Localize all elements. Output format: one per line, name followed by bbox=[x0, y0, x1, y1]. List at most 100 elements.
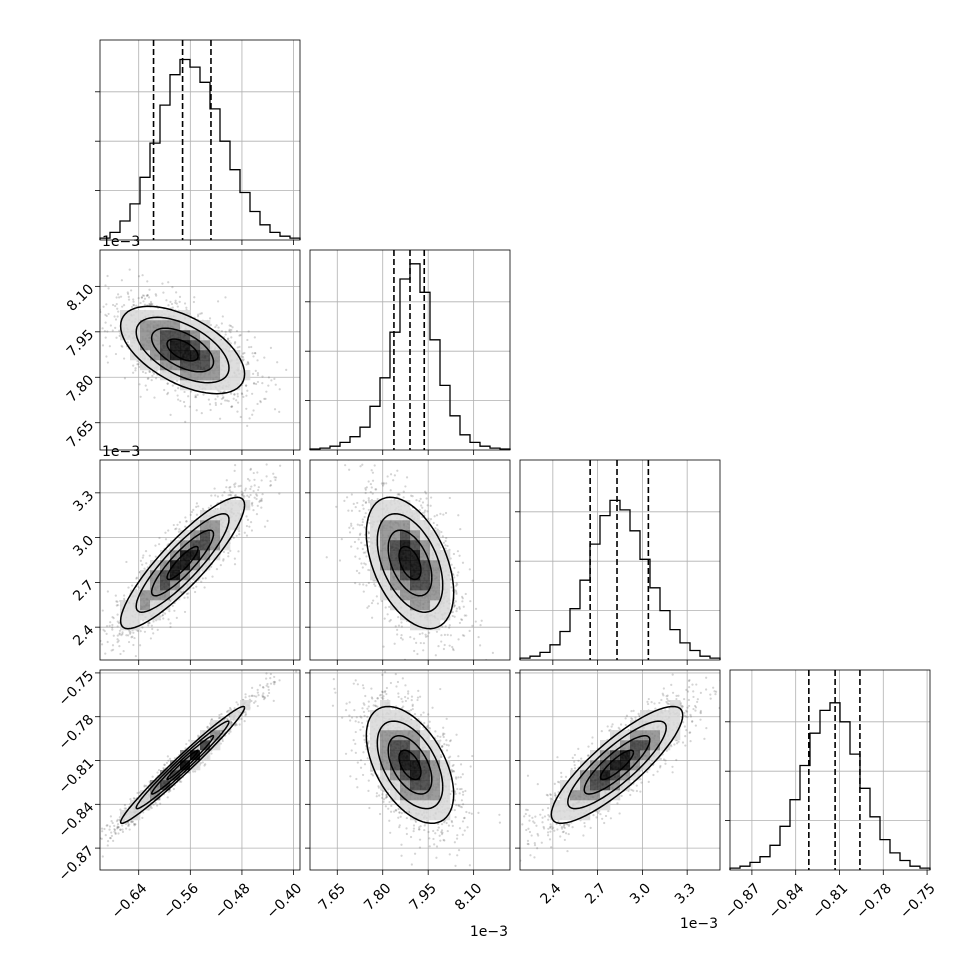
sample-point bbox=[115, 296, 118, 299]
density-bin bbox=[170, 370, 181, 381]
sample-point bbox=[362, 499, 365, 502]
sample-point bbox=[235, 534, 238, 537]
sample-point bbox=[452, 648, 455, 652]
sample-point bbox=[183, 610, 187, 614]
sample-point bbox=[370, 486, 373, 489]
sample-point bbox=[464, 592, 467, 596]
sample-point bbox=[444, 625, 447, 628]
sample-point bbox=[252, 372, 255, 375]
sample-point bbox=[195, 502, 199, 505]
density-bin bbox=[210, 550, 221, 561]
sample-point bbox=[361, 504, 364, 507]
density-bin bbox=[420, 560, 431, 571]
sample-point bbox=[397, 616, 400, 619]
density-bin bbox=[180, 550, 191, 561]
sample-point bbox=[227, 337, 230, 340]
sample-point bbox=[130, 289, 133, 292]
density-bin bbox=[370, 540, 381, 551]
sample-point bbox=[139, 559, 142, 562]
sample-point bbox=[443, 643, 446, 647]
density-bin bbox=[130, 610, 141, 621]
sample-point bbox=[367, 605, 370, 608]
sample-point bbox=[194, 395, 197, 399]
sample-point bbox=[249, 468, 252, 471]
sample-point bbox=[144, 384, 147, 387]
sample-point bbox=[148, 303, 151, 306]
sample-point bbox=[133, 824, 136, 827]
sample-point bbox=[400, 634, 403, 637]
density-bin bbox=[390, 600, 401, 611]
sample-point bbox=[229, 491, 232, 494]
sample-point bbox=[273, 377, 276, 381]
sample-point bbox=[149, 302, 153, 305]
sample-point bbox=[455, 592, 458, 596]
sample-point bbox=[254, 352, 257, 355]
sample-point bbox=[444, 511, 448, 515]
sample-point bbox=[454, 600, 457, 603]
sample-point bbox=[143, 303, 147, 306]
sample-point bbox=[415, 641, 418, 644]
sample-point bbox=[358, 509, 361, 513]
density-bin bbox=[150, 350, 161, 361]
sample-point bbox=[214, 325, 217, 329]
sample-point bbox=[116, 604, 119, 607]
sample-point bbox=[121, 828, 124, 831]
density-bin bbox=[230, 520, 241, 531]
density-bin bbox=[220, 510, 231, 521]
sample-point bbox=[325, 556, 328, 559]
sample-point bbox=[227, 551, 230, 555]
sample-point bbox=[448, 496, 451, 500]
sample-point bbox=[233, 563, 237, 566]
sample-point bbox=[471, 579, 474, 582]
sample-point bbox=[147, 624, 150, 627]
sample-point bbox=[139, 630, 142, 633]
sample-point bbox=[231, 326, 234, 329]
sample-point bbox=[451, 645, 454, 649]
sample-point bbox=[163, 388, 166, 392]
sample-point bbox=[149, 637, 152, 640]
density-bin bbox=[410, 510, 421, 521]
sample-point bbox=[429, 504, 432, 507]
sample-point bbox=[121, 305, 124, 308]
sample-point bbox=[233, 557, 236, 560]
sample-point bbox=[102, 305, 105, 308]
sample-point bbox=[265, 684, 268, 687]
sample-point bbox=[171, 604, 174, 607]
sample-point bbox=[127, 634, 130, 637]
sample-point bbox=[141, 563, 144, 566]
sample-point bbox=[257, 486, 260, 489]
density-bin bbox=[150, 610, 161, 621]
sample-point bbox=[454, 584, 458, 587]
sample-point bbox=[231, 491, 234, 494]
density-bin bbox=[120, 330, 131, 341]
sample-point bbox=[190, 510, 194, 514]
sample-point bbox=[233, 494, 237, 497]
sample-point bbox=[453, 566, 456, 570]
sample-point bbox=[246, 518, 250, 521]
sample-point bbox=[131, 635, 134, 638]
sample-point bbox=[237, 550, 240, 553]
density-bin bbox=[190, 360, 201, 371]
sample-point bbox=[174, 528, 177, 531]
sample-point bbox=[380, 599, 383, 603]
sample-point bbox=[107, 312, 110, 316]
density-bin bbox=[150, 360, 161, 371]
sample-point bbox=[370, 601, 374, 605]
sample-point bbox=[396, 628, 399, 631]
sample-point bbox=[161, 282, 164, 285]
sample-point bbox=[110, 649, 113, 652]
sample-point bbox=[257, 488, 260, 492]
sample-point bbox=[236, 401, 240, 404]
density-bin bbox=[380, 550, 391, 561]
sample-point bbox=[247, 495, 251, 499]
sample-point bbox=[343, 499, 346, 502]
sample-point bbox=[108, 345, 111, 348]
density-bin bbox=[430, 540, 441, 551]
sample-point bbox=[363, 562, 366, 565]
density-bin bbox=[410, 530, 421, 541]
contour-1-3 bbox=[119, 496, 246, 630]
sample-point bbox=[175, 379, 179, 383]
sample-point bbox=[434, 527, 437, 530]
sample-point bbox=[388, 605, 391, 608]
sample-point bbox=[109, 621, 112, 624]
